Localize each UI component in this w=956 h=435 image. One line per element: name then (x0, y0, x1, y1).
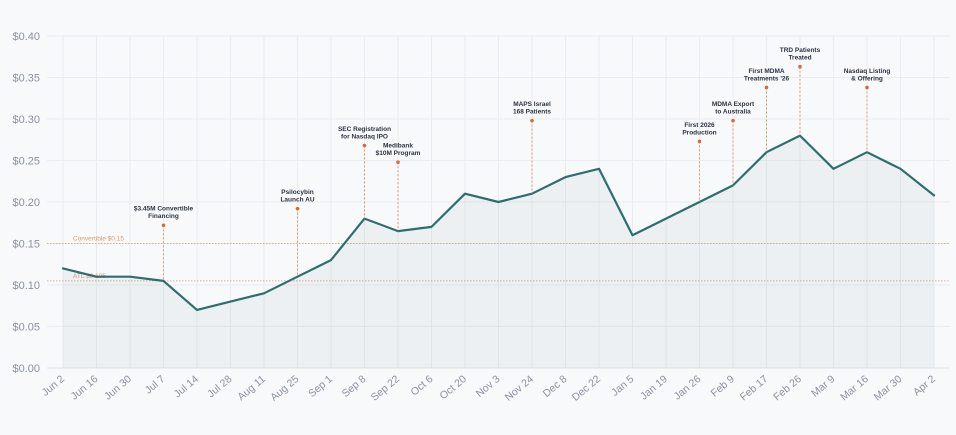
x-tick-label: Jun 30 (102, 373, 134, 403)
event-label: MDMA Export (712, 101, 755, 108)
x-tick-label: Oct 20 (438, 373, 470, 402)
x-tick-label: Jun 2 (40, 373, 68, 399)
x-tick-label: Nov 24 (503, 373, 536, 404)
event-label: Financing (148, 213, 179, 220)
event-marker (295, 206, 300, 211)
x-tick-label: Mar 16 (838, 373, 871, 403)
y-tick-label: $0.20 (12, 197, 40, 209)
event-marker (530, 118, 534, 123)
event-label: $10M Program (376, 150, 421, 157)
event-label: Psilocybin (281, 189, 314, 196)
y-tick-label: $0.35 (12, 73, 40, 85)
x-tick-label: Sep 22 (369, 373, 402, 404)
event-label: TRD Patients (780, 47, 821, 54)
y-tick-label: $0.10 (12, 280, 40, 292)
event-marker (161, 223, 166, 228)
event-marker (697, 139, 702, 144)
x-tick-label: Feb 17 (738, 373, 771, 403)
x-tick-label: Mar 9 (809, 373, 837, 400)
event-label: to Australia (715, 109, 751, 116)
x-tick-label: Jan 19 (638, 373, 670, 403)
x-tick-label: Jul 14 (172, 373, 201, 400)
x-tick-label: Jan 5 (609, 373, 637, 399)
event-label: MAPS Israel (513, 101, 551, 108)
event-marker (731, 118, 735, 123)
x-tick-label: Apr 2 (911, 373, 938, 398)
event-marker (865, 85, 869, 90)
event-label: Medibank (383, 143, 413, 150)
event-marker (396, 160, 400, 164)
reference-line-label: Convertible $0.15 (73, 236, 124, 243)
event-label: Launch AU (280, 197, 314, 204)
event-marker (798, 64, 802, 69)
event-label: Treatments '26 (744, 75, 790, 82)
price-line (61, 134, 936, 311)
x-tick-label: Sep 1 (306, 373, 335, 400)
x-tick-label: Feb 9 (709, 373, 737, 400)
x-tick-label: Aug 11 (235, 373, 268, 403)
event-label: Production (682, 129, 716, 136)
event-label: First MDMA (748, 68, 784, 75)
event-marker (764, 85, 769, 90)
y-tick-label: $0.05 (12, 322, 40, 334)
y-tick-label: $0.40 (12, 31, 40, 43)
reference-line-label: ATL $0.105 (73, 273, 106, 280)
event-label: $3.45M Convertible (134, 206, 194, 213)
event-label: First 2026 (684, 122, 715, 129)
x-tick-label: Oct 6 (408, 373, 435, 398)
x-tick-label: Dec 22 (570, 373, 603, 404)
event-label: & Offering (851, 75, 883, 82)
event-label: for Nasdaq IPO (341, 134, 388, 141)
x-tick-label: Nov 3 (474, 373, 503, 400)
y-tick-label: $0.30 (12, 114, 40, 126)
y-tick-label: $0.00 (12, 363, 40, 375)
x-tick-label: Jun 16 (69, 373, 101, 403)
x-tick-label: Jul 28 (205, 373, 234, 400)
event-label: Nasdaq Listing (844, 68, 891, 75)
y-tick-label: $0.15 (12, 239, 40, 251)
x-tick-label: Jul 7 (143, 373, 168, 397)
x-tick-label: Mar 30 (872, 373, 905, 403)
x-tick-label: Dec 8 (541, 373, 570, 400)
x-tick-label: Jan 26 (672, 373, 704, 403)
event-marker (362, 143, 367, 148)
x-tick-label: Aug 25 (268, 373, 301, 404)
x-tick-label: Sep 8 (340, 373, 369, 400)
x-tick-label: Feb 26 (771, 373, 804, 403)
event-label: 168 Patients (513, 109, 551, 116)
event-label: SEC Registration (338, 126, 391, 133)
y-tick-label: $0.25 (12, 156, 40, 168)
event-label: Treated (788, 55, 811, 62)
